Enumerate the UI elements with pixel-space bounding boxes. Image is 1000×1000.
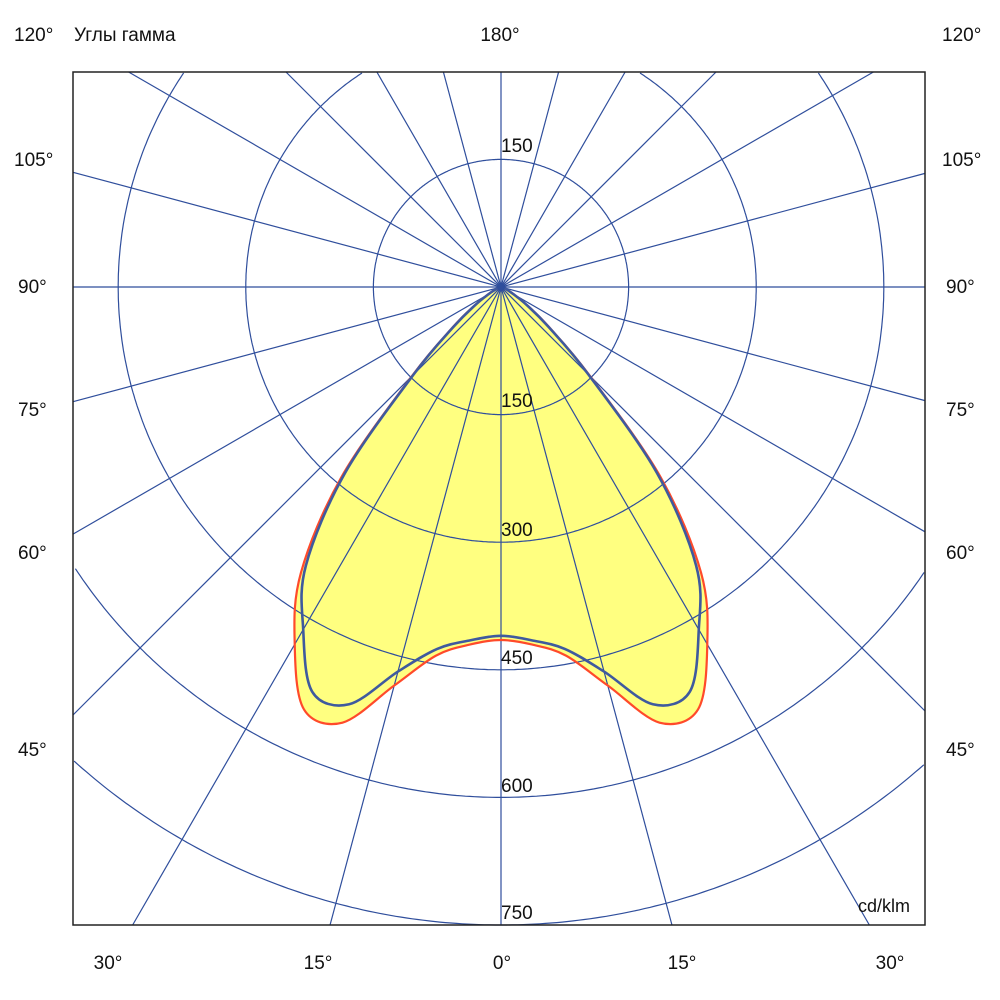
grid-ring	[245, 72, 757, 543]
ring-label: 600	[501, 776, 533, 797]
grid-spoke	[376, 71, 870, 926]
grid-spoke	[72, 71, 874, 535]
angle-label-left: 45°	[18, 740, 47, 761]
angle-label-bottom: 30°	[875, 953, 905, 974]
angle-label-right: 60°	[946, 543, 975, 564]
angle-label-bottom: 15°	[667, 953, 697, 974]
angle-label-bottom: 15°	[303, 953, 333, 974]
grid-spoke	[132, 71, 626, 926]
chart-title: Углы гамма	[74, 25, 176, 46]
unit-label: cd/klm	[858, 896, 911, 916]
grid-ring	[117, 72, 885, 671]
angle-label-top-center: 180°	[480, 25, 520, 46]
angle-label-right: 75°	[946, 400, 975, 421]
grid-spoke	[329, 71, 560, 926]
center-point	[497, 283, 505, 291]
angle-label-left: 60°	[18, 543, 47, 564]
angle-label-right: 105°	[942, 150, 982, 171]
angle-label-bottom: 30°	[93, 953, 123, 974]
angle-label-left: 75°	[18, 400, 47, 421]
angle-label-left: 90°	[18, 277, 47, 298]
ring-label: 150	[501, 391, 533, 412]
angle-label-right: 45°	[946, 740, 975, 761]
ring-label: 750	[501, 903, 533, 924]
ring-label-top: 150	[501, 136, 533, 157]
angle-label-top-right: 120°	[942, 25, 982, 46]
angle-label-right: 90°	[946, 277, 975, 298]
grid-spoke	[72, 71, 717, 716]
plot-frame	[72, 71, 926, 926]
grid-ring	[74, 568, 925, 798]
ring-label: 450	[501, 648, 533, 669]
grid-spoke	[442, 71, 673, 926]
grid-spoke	[285, 71, 926, 712]
angle-label-top-left: 120°	[14, 25, 54, 46]
angle-label-bottom: 0°	[492, 953, 512, 974]
grid-spoke	[128, 71, 926, 533]
intensity-curve-1	[300, 285, 702, 707]
angle-label-left: 105°	[14, 150, 54, 171]
ring-label: 300	[501, 520, 533, 541]
